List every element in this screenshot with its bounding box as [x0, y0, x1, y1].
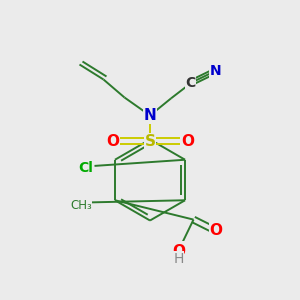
- Text: N: N: [210, 64, 221, 78]
- Text: H: H: [175, 242, 185, 256]
- Text: Cl: Cl: [78, 161, 93, 175]
- Text: S: S: [145, 134, 155, 148]
- Text: C: C: [185, 76, 196, 90]
- Text: H: H: [173, 252, 184, 266]
- Text: O: O: [106, 134, 119, 148]
- Text: O: O: [209, 223, 223, 238]
- Text: O: O: [172, 244, 185, 259]
- Text: N: N: [144, 108, 156, 123]
- Text: O: O: [181, 134, 194, 148]
- Text: O: O: [209, 223, 223, 238]
- Text: CH₃: CH₃: [70, 199, 92, 212]
